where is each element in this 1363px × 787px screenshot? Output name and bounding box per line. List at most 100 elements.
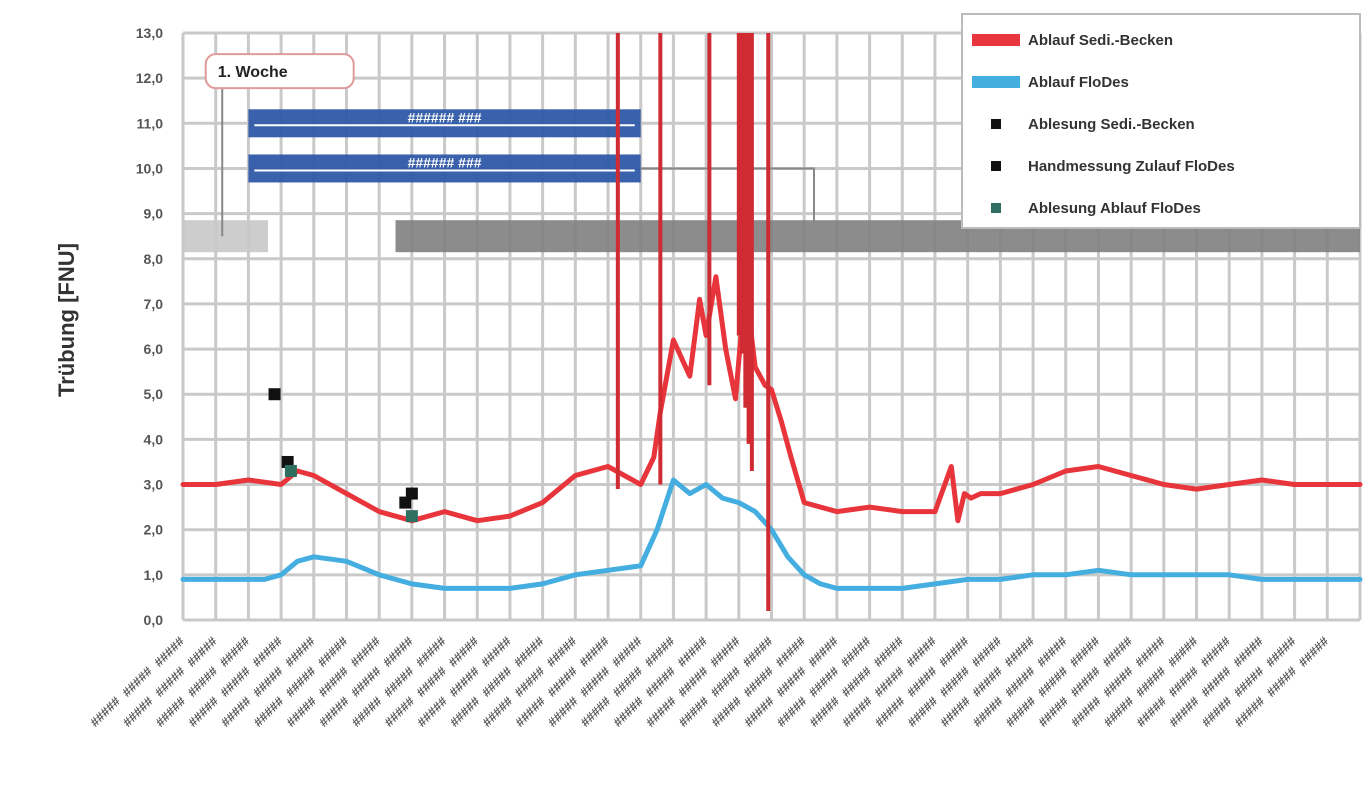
legend-label: Ablesung Ablauf FloDes [1028, 200, 1201, 217]
x-tick-label: ##### [543, 633, 580, 670]
x-tick-label: ##### [1034, 663, 1071, 700]
x-tick-label: ##### [478, 633, 515, 670]
x-tick-label: ##### [773, 663, 810, 700]
x-tick-label: ##### [904, 663, 941, 700]
phase-band-label: ###### ### [408, 154, 482, 170]
x-tick-label: ##### [1002, 663, 1039, 700]
y-tick-label: 10,0 [136, 160, 163, 176]
y-tick-label: 3,0 [144, 477, 164, 493]
x-tick-label: ##### [282, 663, 319, 700]
x-tick-label: ##### [152, 693, 189, 730]
legend-label: Ablauf FloDes [1028, 74, 1129, 91]
x-tick-label: ##### [119, 663, 156, 700]
x-tick-label: ##### [643, 693, 680, 730]
x-tick-label: ##### [739, 633, 776, 670]
x-tick-label: ##### [675, 663, 712, 700]
series [180, 274, 1363, 591]
x-tick-label: ##### [609, 633, 646, 670]
x-tick-label: ##### [871, 663, 908, 700]
x-tick-label: ##### [1099, 633, 1136, 670]
x-tick-label: ##### [641, 633, 678, 670]
x-tick-label: ##### [512, 693, 549, 730]
y-tick-label: 7,0 [144, 296, 164, 312]
x-tick-label: ##### [445, 633, 482, 670]
x-tick-label: ##### [969, 663, 1006, 700]
x-tick-label: ##### [250, 663, 287, 700]
x-tick-label: ##### [740, 663, 777, 700]
annotation-box [204, 53, 355, 90]
x-tick-label: ##### [479, 663, 516, 700]
x-tick-label: ##### [283, 693, 320, 730]
x-tick-label: ##### [184, 663, 221, 700]
series-line-ablauf-sedi-becken [180, 274, 1363, 524]
phase-band [183, 220, 269, 253]
y-tick-label: 4,0 [144, 431, 164, 447]
x-tick-label: ##### [151, 633, 188, 670]
legend-swatch [972, 76, 1020, 88]
x-tick-label: ##### [805, 633, 842, 670]
x-tick-label: ##### [872, 693, 909, 730]
x-tick-label: ##### [545, 693, 582, 730]
data-point [399, 496, 412, 509]
x-tick-label: ##### [511, 663, 548, 700]
data-point [405, 510, 418, 523]
y-tick-label: 9,0 [144, 206, 164, 222]
x-tick-label: ##### [1165, 663, 1202, 700]
y-tick-label: 2,0 [144, 522, 164, 538]
x-tick-label: ##### [544, 663, 581, 700]
x-tick-label: ##### [806, 693, 843, 730]
x-tick-label: ##### [216, 633, 253, 670]
x-tick-label: ##### [1197, 633, 1234, 670]
x-tick-label: ##### [903, 633, 940, 670]
phase-band-label: ###### ### [408, 109, 482, 125]
legend-marker [991, 203, 1001, 213]
x-tick-label: ##### [970, 693, 1007, 730]
x-tick-label: ##### [772, 633, 809, 670]
x-tick-label: ##### [314, 633, 351, 670]
x-tick-label: ##### [380, 633, 417, 670]
x-tick-label: ##### [838, 663, 875, 700]
band-connector [640, 167, 816, 223]
x-tick-label: ##### [1231, 663, 1268, 700]
x-tick-label: ##### [936, 633, 973, 670]
x-tick-label: ##### [838, 633, 875, 670]
x-tick-label: ##### [413, 633, 450, 670]
x-tick-label: ##### [1198, 663, 1235, 700]
x-tick-label: ##### [1132, 663, 1169, 700]
x-tick-label: ##### [870, 633, 907, 670]
x-tick-label: ##### [674, 633, 711, 670]
y-tick-label: 1,0 [144, 567, 164, 583]
legend: Ablauf Sedi.-Becken Ablauf FloDes Ablesung… [961, 13, 1361, 229]
x-tick-label: ##### [347, 633, 384, 670]
x-tick-label: ##### [577, 663, 614, 700]
x-tick-label: ##### [576, 633, 613, 670]
x-tick-label: ##### [806, 663, 843, 700]
legend-swatch [972, 34, 1020, 46]
legend-marker [991, 161, 1001, 171]
x-tick-label: ##### [642, 663, 679, 700]
x-tick-label: ##### [1133, 693, 1170, 730]
y-axis-label: Trübung [FNU] [54, 243, 79, 397]
data-point [268, 388, 281, 401]
x-tick-label: ##### [381, 693, 418, 730]
x-tick-label: ##### [414, 693, 451, 730]
x-tick-label: ##### [479, 693, 516, 730]
legend-marker [991, 119, 1001, 129]
data-point [284, 464, 297, 477]
legend-label: Handmessung Zulauf FloDes [1028, 158, 1235, 175]
x-tick-label: ##### [1231, 693, 1268, 730]
x-tick-label: ##### [675, 693, 712, 730]
y-tick-label: 6,0 [144, 341, 164, 357]
x-tick-label: ##### [1100, 663, 1137, 700]
data-point [405, 487, 418, 500]
x-tick-label: ##### [1100, 693, 1137, 730]
x-tick-label: ##### [609, 663, 646, 700]
x-tick-label: ##### [1295, 633, 1332, 670]
x-tick-label: ##### [1263, 633, 1300, 670]
x-tick-label: ##### [120, 693, 157, 730]
x-tick-label: ##### [577, 693, 614, 730]
x-tick-label: ##### [741, 693, 778, 730]
points [268, 388, 418, 523]
x-tick-label: ##### [1067, 663, 1104, 700]
